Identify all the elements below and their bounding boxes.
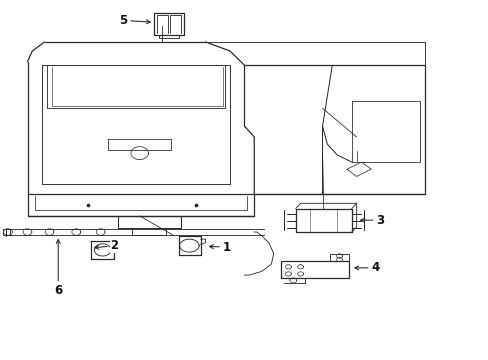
Text: 3: 3 bbox=[360, 214, 384, 227]
Text: 5: 5 bbox=[119, 14, 150, 27]
Text: 4: 4 bbox=[354, 261, 379, 274]
Text: 1: 1 bbox=[209, 240, 230, 253]
Text: 2: 2 bbox=[95, 239, 118, 252]
Text: 6: 6 bbox=[54, 239, 62, 297]
